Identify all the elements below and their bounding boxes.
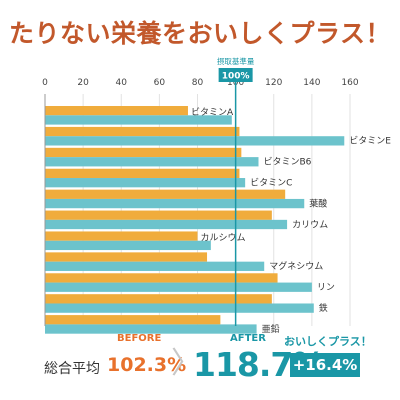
category-label: カリウム [292,219,328,230]
before-bar [45,168,240,179]
after-bar [45,178,246,188]
after-bar [45,115,232,125]
before-bar [45,273,278,283]
before-bar [45,210,272,220]
chart-bars [45,106,345,334]
arrow-right-icon: 〉 [171,346,201,381]
x-tick-label: 140 [303,78,320,88]
category-label: 葉酸 [309,197,327,209]
after-bar [45,198,305,209]
x-tick-label: 40 [116,78,128,88]
category-label: ビタミンA [191,107,234,118]
x-tick-label: 160 [341,78,358,88]
category-label: マグネシウム [269,260,323,272]
diff-badge: +16.4% [290,353,360,377]
after-bar [45,303,314,313]
after-bar [45,219,288,230]
after-label: AFTER [230,333,266,344]
reference-label: 摂取基準量 [217,56,255,66]
average-label: 総合平均 [44,361,100,377]
before-bar [45,106,188,116]
x-tick-label: 60 [154,78,166,88]
category-label: 鉄 [319,302,328,314]
before-value: 102.3% [107,354,187,376]
reference-badge [218,68,253,82]
after-bar [45,136,345,146]
before-bar [45,252,208,262]
before-label: BEFORE [117,333,162,344]
chart-category-labels: ビタミンA ビタミンE ビタミンB6 ビタミンC 葉酸カリウムカルシウムマグネシウムリン… [191,107,391,335]
x-tick-label: 20 [77,78,89,88]
x-tick-label: 120 [265,78,282,88]
before-bar [45,231,198,241]
category-label: カルシウム [201,232,246,243]
page-title: たりない栄養をおいしくプラス！ [8,19,391,48]
promo-label: おいしくプラス！ [284,335,372,348]
x-tick-label: 0 [42,78,48,88]
reference-badge-label: 100% [222,72,250,82]
after-bar [45,261,265,271]
before-bar [45,315,221,325]
category-label: ビタミンC [250,178,292,189]
before-bar [45,189,286,199]
after-bar [45,324,257,334]
reference-marker: 100% 摂取基準量 [217,56,255,326]
category-label: リン [317,283,335,293]
after-bar [45,157,259,167]
before-bar [45,126,240,137]
category-label: ビタミンE [349,136,391,147]
category-label: 亜鉛 [262,323,280,335]
x-tick-label: 80 [192,78,204,88]
summary-panel: BEFORE AFTER おいしくプラス！ 総合平均 102.3% 〉 118.… [0,330,400,400]
after-bar [45,282,312,292]
before-bar [45,147,242,158]
after-bar [45,240,211,251]
before-bar [45,294,272,304]
nutrient-bar-chart: 020406080100120140160 ビタミンAビタミンEビタミンB6ビタ… [42,56,391,335]
category-label: ビタミンB6 [264,157,312,168]
